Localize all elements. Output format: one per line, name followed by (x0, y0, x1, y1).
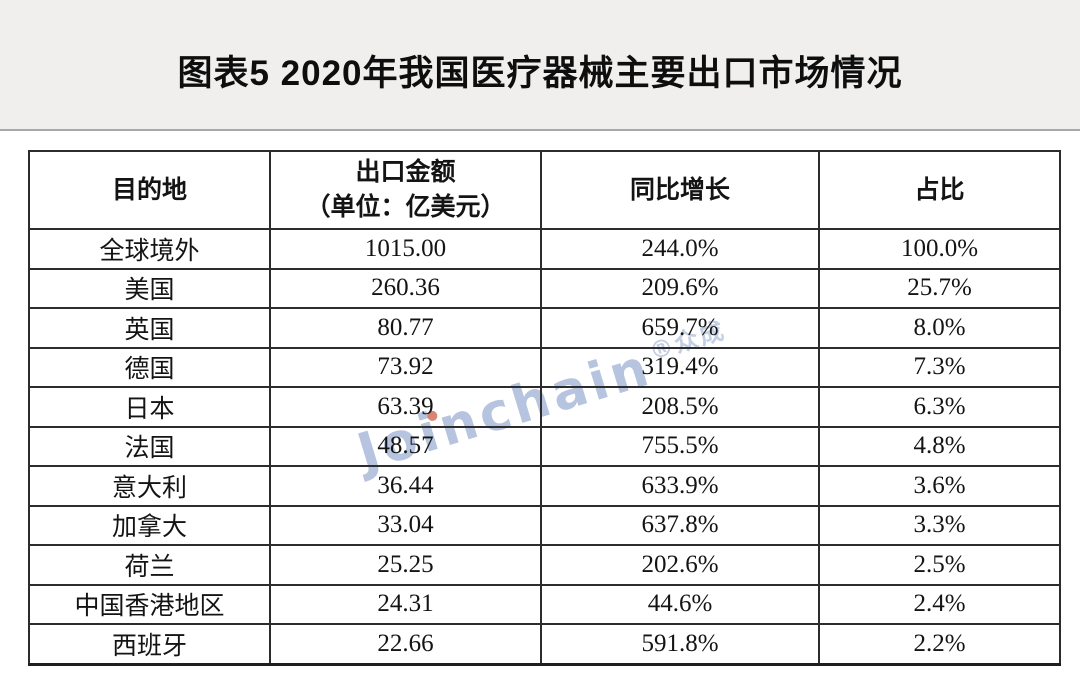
table-cell: 中国香港地区 (28, 583, 271, 625)
table-cell: 7.3% (818, 346, 1061, 388)
table-header: 目的地 出口金额 （单位：亿美元） 同比增长 占比 (28, 150, 1061, 230)
header-cell-line: 目的地 (111, 176, 187, 204)
table-cell: 24.31 (269, 583, 542, 625)
table-cell: 意大利 (28, 465, 271, 507)
table-cell: 英国 (28, 307, 271, 349)
table-cell: 6.3% (818, 386, 1061, 428)
table-cell: 755.5% (540, 425, 820, 467)
table-cell: 4.8% (818, 425, 1061, 467)
table-cell: 3.6% (818, 465, 1061, 507)
table-row: 美国 260.36 209.6% 25.7% (28, 267, 1061, 309)
table-cell: 西班牙 (28, 623, 271, 666)
table-cell: 637.8% (540, 504, 820, 546)
table-cell: 73.92 (269, 346, 542, 388)
header-cell: 同比增长 (540, 150, 820, 230)
table-cell: 260.36 (269, 267, 542, 309)
table-cell: 德国 (28, 346, 271, 388)
header-cell-line: （单位：亿美元） (305, 194, 506, 221)
table-row: 西班牙 22.66 591.8% 2.2% (28, 623, 1061, 666)
table-row: 荷兰 25.25 202.6% 2.5% (28, 544, 1061, 586)
table-cell: 3.3% (818, 504, 1061, 546)
table-cell: 2.4% (818, 583, 1061, 625)
header-row: 目的地 出口金额 （单位：亿美元） 同比增长 占比 (28, 150, 1061, 230)
table-cell: 33.04 (269, 504, 542, 546)
table-cell: 25.25 (269, 544, 542, 586)
table-cell: 25.7% (818, 267, 1061, 309)
table-row: 加拿大 33.04 637.8% 3.3% (28, 504, 1061, 546)
table-cell: 加拿大 (28, 504, 271, 546)
table-cell: 2.5% (818, 544, 1061, 586)
table-cell: 659.7% (540, 307, 820, 349)
table-cell: 36.44 (269, 465, 542, 507)
table-row: 意大利 36.44 633.9% 3.6% (28, 465, 1061, 507)
table-cell: 日本 (28, 386, 271, 428)
page-title: 图表5 2020年我国医疗器械主要出口市场情况 (177, 54, 903, 93)
title-band: 图表5 2020年我国医疗器械主要出口市场情况 (0, 0, 1080, 131)
table-row: 德国 73.92 319.4% 7.3% (28, 346, 1061, 388)
header-cell-line: 占比 (914, 176, 965, 204)
table-cell: 2.2% (818, 623, 1061, 666)
table-cell: 80.77 (269, 307, 542, 349)
table-cell: 244.0% (540, 228, 820, 270)
header-cell: 占比 (818, 150, 1061, 230)
table-row: 日本 63.39 208.5% 6.3% (28, 386, 1061, 428)
table-row: 中国香港地区 24.31 44.6% 2.4% (28, 583, 1061, 625)
table-row: 全球境外 1015.00 244.0% 100.0% (28, 228, 1061, 270)
header-cell: 目的地 (28, 150, 271, 230)
table-cell: 48.57 (269, 425, 542, 467)
export-table: 目的地 出口金额 （单位：亿美元） 同比增长 占比 全球境外 1015.00 244.0% 1… (28, 150, 1061, 666)
header-cell: 出口金额 （单位：亿美元） (269, 150, 542, 230)
table-cell: 63.39 (269, 386, 542, 428)
table-cell: 22.66 (269, 623, 542, 666)
header-cell-line: 同比增长 (629, 176, 730, 204)
table-cell: 319.4% (540, 346, 820, 388)
table-cell: 633.9% (540, 465, 820, 507)
table-row: 法国 48.57 755.5% 4.8% (28, 425, 1061, 467)
table-cell: 100.0% (818, 228, 1061, 270)
table-cell: 1015.00 (269, 228, 542, 270)
table-cell: 美国 (28, 267, 271, 309)
table-cell: 荷兰 (28, 544, 271, 586)
table-cell: 全球境外 (28, 228, 271, 270)
table-cell: 法国 (28, 425, 271, 467)
table-cell: 8.0% (818, 307, 1061, 349)
table-body: 全球境外 1015.00 244.0% 100.0% 美国 260.36 209.6% 25.… (28, 228, 1061, 666)
table-cell: 591.8% (540, 623, 820, 666)
table-cell: 202.6% (540, 544, 820, 586)
header-cell-line: 出口金额 (355, 159, 456, 186)
table-row: 英国 80.77 659.7% 8.0% (28, 307, 1061, 349)
table-cell: 208.5% (540, 386, 820, 428)
table-cell: 209.6% (540, 267, 820, 309)
table-cell: 44.6% (540, 583, 820, 625)
